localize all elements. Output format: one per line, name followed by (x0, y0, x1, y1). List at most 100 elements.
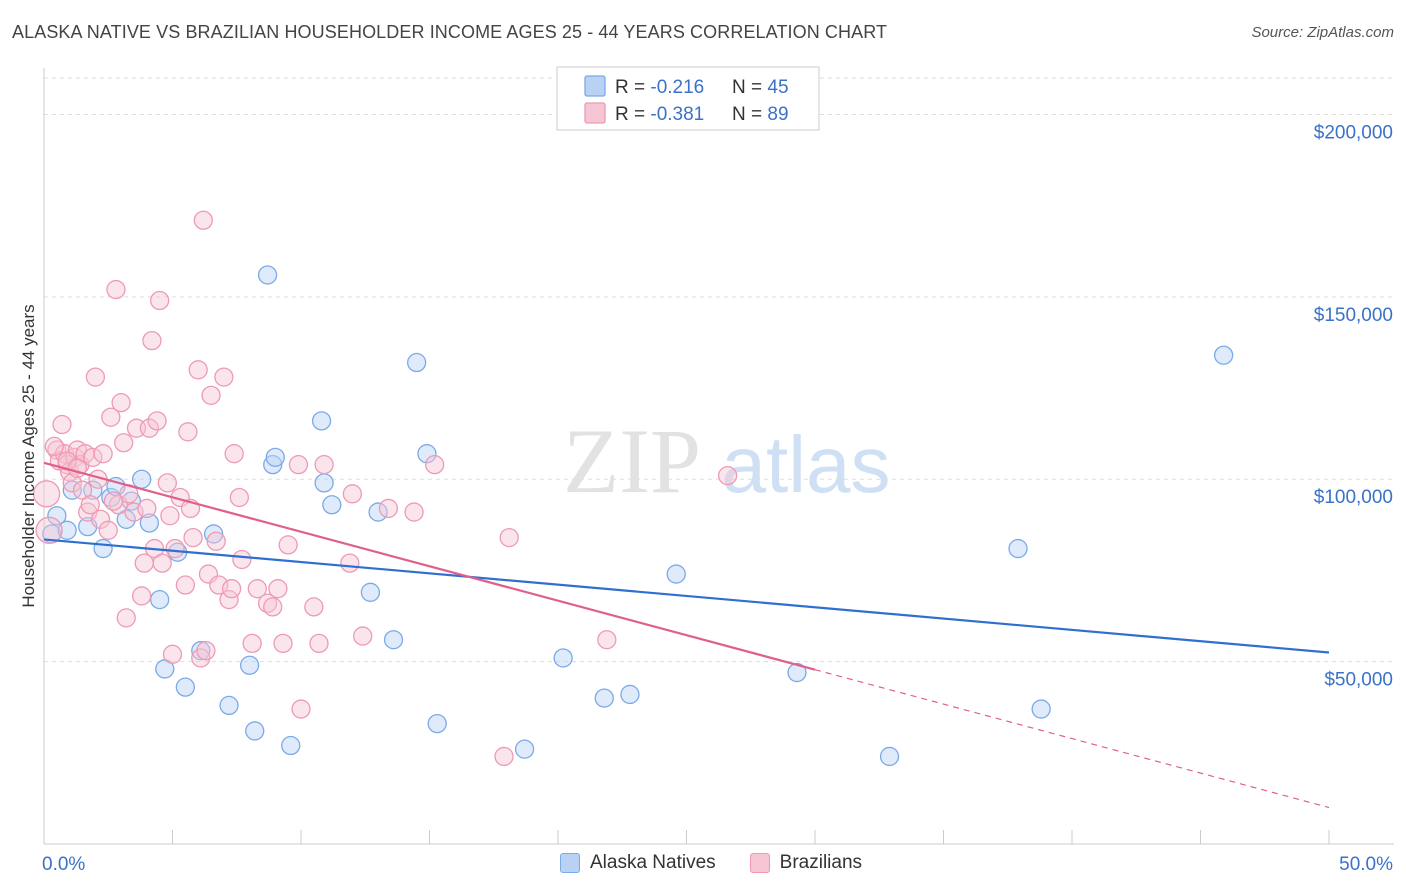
point-brazilians (52, 414, 72, 435)
point-brazilians (137, 498, 157, 519)
point-alaska-natives (666, 564, 686, 584)
point-alaska-natives (406, 352, 427, 373)
point-alaska-natives (265, 447, 285, 468)
point-brazilians (32, 480, 61, 508)
point-brazilians (90, 509, 111, 530)
axes (43, 68, 1394, 845)
grid-lines (44, 77, 1394, 663)
point-alaska-natives (1008, 538, 1028, 559)
point-brazilians (499, 527, 519, 548)
point-brazilians (83, 447, 103, 468)
point-brazilians (340, 553, 360, 573)
point-brazilians (35, 516, 63, 544)
point-brazilians (268, 579, 288, 599)
point-alaska-natives (83, 480, 103, 500)
stats-swatch (584, 102, 606, 124)
legend-swatch-alaska-natives (560, 853, 580, 873)
point-alaska-natives (1031, 699, 1051, 719)
source-label: Source: ZipAtlas.com (1251, 24, 1394, 41)
stats-row: R = -0.216 N = 45 (615, 77, 789, 98)
point-brazilians (193, 210, 213, 230)
point-brazilians (111, 392, 131, 413)
point-alaska-natives (1213, 345, 1234, 365)
point-brazilians (353, 626, 373, 646)
point-alaska-natives (311, 411, 332, 431)
point-alaska-natives (245, 721, 265, 741)
point-brazilians (196, 641, 216, 661)
point-brazilians (142, 330, 162, 351)
point-alaska-natives (514, 739, 535, 759)
point-brazilians (106, 279, 126, 300)
point-brazilians (132, 586, 152, 606)
watermark: ZIP atlas (563, 410, 890, 512)
point-alaska-natives (257, 265, 278, 285)
point-brazilians (304, 597, 324, 617)
point-alaska-natives (57, 520, 77, 540)
chart-title: ALASKA NATIVE VS BRAZILIAN HOUSEHOLDER I… (12, 22, 888, 42)
point-brazilians (114, 433, 134, 453)
point-alaska-natives (203, 524, 224, 544)
point-brazilians (206, 531, 226, 551)
point-brazilians (257, 593, 278, 613)
point-brazilians (162, 644, 183, 664)
legend-label-brazilians: Brazilians (779, 852, 863, 873)
point-brazilians (597, 630, 617, 650)
point-brazilians (160, 506, 180, 526)
x-tick-label-min: 0.0% (42, 854, 85, 875)
point-brazilians (494, 746, 514, 767)
point-brazilians (717, 465, 738, 486)
point-brazilians (309, 633, 329, 654)
trend-line-brazilians (43, 461, 816, 671)
stats-row: R = -0.381 N = 89 (615, 104, 789, 125)
point-brazilians (98, 520, 118, 540)
stats-legend: R = -0.216 N = 45 R = -0.381 N = 89 (556, 66, 820, 131)
y-tick-label: $200,000 (1314, 122, 1393, 143)
point-alaska-natives (191, 641, 211, 661)
point-brazilians (247, 579, 267, 599)
legend-swatch-brazilians (749, 853, 770, 873)
point-brazilians (152, 553, 172, 573)
point-brazilians (183, 527, 203, 548)
point-brazilians (229, 487, 249, 508)
point-alaska-natives (263, 454, 283, 475)
point-alaska-natives (594, 688, 614, 708)
point-brazilians (62, 473, 82, 493)
series-legend: Alaska Natives Brazilians (560, 852, 862, 874)
y-axis-label: Householder Income Ages 25 - 44 years (19, 304, 38, 607)
point-brazilians (188, 360, 208, 380)
point-brazilians (116, 608, 136, 628)
x-tick-label-max: 50.0% (1339, 854, 1393, 875)
point-brazilians (149, 290, 170, 311)
point-alaska-natives (322, 495, 342, 515)
point-alaska-natives (620, 684, 640, 705)
trend-line-alaska-natives (43, 538, 1330, 654)
point-brazilians (44, 436, 64, 457)
point-alaska-natives (427, 713, 447, 734)
point-brazilians (342, 484, 363, 504)
point-brazilians (93, 444, 113, 464)
point-brazilians (242, 633, 262, 654)
trend-line-extension-brazilians (814, 669, 1330, 809)
point-brazilians (178, 422, 198, 442)
point-brazilians (378, 498, 399, 519)
point-brazilians (221, 579, 242, 599)
point-alaska-natives (132, 469, 152, 489)
point-alaska-natives (281, 735, 301, 756)
point-brazilians (263, 597, 283, 617)
y-tick-label: $50,000 (1324, 670, 1393, 691)
point-alaska-natives (93, 538, 113, 559)
point-alaska-natives (175, 677, 196, 697)
point-brazilians (314, 454, 334, 475)
point-alaska-natives (368, 502, 388, 522)
point-alaska-natives (314, 473, 334, 493)
scatter-points (32, 210, 1234, 767)
point-alaska-natives (47, 506, 67, 526)
point-brazilians (404, 502, 424, 522)
point-brazilians (157, 473, 178, 493)
point-alaska-natives (879, 746, 900, 767)
y-tick-label: $150,000 (1314, 305, 1393, 326)
legend-item-brazilians: Brazilians (749, 852, 863, 874)
x-tick-labels: 0.0% 50.0% (42, 854, 1393, 875)
point-alaska-natives (139, 513, 160, 533)
